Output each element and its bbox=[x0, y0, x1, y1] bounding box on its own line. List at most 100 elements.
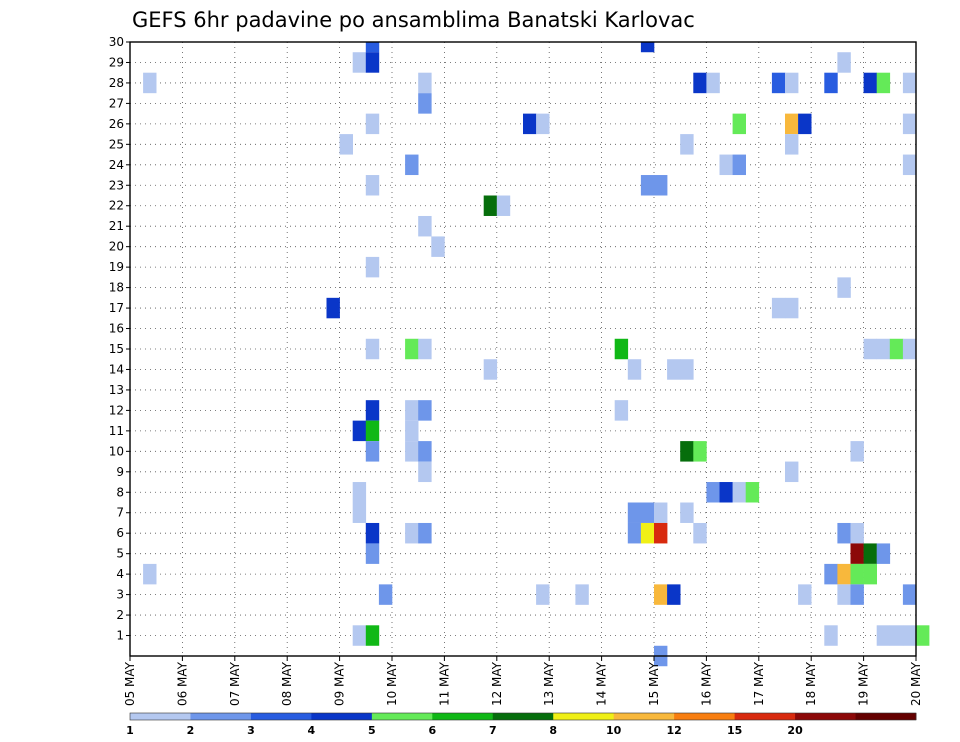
data-cell bbox=[365, 256, 380, 278]
y-axis: 1234567891011121314151617181920212223242… bbox=[109, 35, 130, 643]
data-cell bbox=[876, 338, 891, 360]
data-cell bbox=[850, 441, 864, 462]
colorbar-tick-label: 7 bbox=[489, 724, 497, 737]
data-cell bbox=[798, 113, 812, 135]
data-cells bbox=[143, 42, 930, 667]
data-cell bbox=[785, 297, 799, 319]
data-cell bbox=[496, 195, 511, 216]
x-tick-label: 07 MAY bbox=[228, 661, 242, 706]
data-cell bbox=[365, 420, 380, 442]
colorbar-tick-label: 5 bbox=[368, 724, 376, 737]
data-cell bbox=[916, 625, 930, 646]
data-cell bbox=[627, 522, 642, 544]
data-cell bbox=[365, 52, 380, 73]
colorbar: 1 2 3 4 5 6 7 8 10 12 15 20 bbox=[126, 712, 917, 737]
data-cell bbox=[837, 563, 851, 585]
y-tick-label: 8 bbox=[116, 485, 124, 499]
data-cell bbox=[418, 338, 432, 360]
data-cell bbox=[680, 502, 694, 523]
data-cell bbox=[785, 113, 799, 135]
data-cell bbox=[405, 441, 419, 462]
data-cell bbox=[889, 338, 904, 360]
data-cell bbox=[889, 625, 904, 646]
data-cell bbox=[837, 277, 851, 298]
y-tick-label: 13 bbox=[109, 383, 124, 397]
data-cell bbox=[732, 154, 746, 176]
y-tick-label: 28 bbox=[109, 76, 124, 90]
data-cell bbox=[785, 461, 799, 483]
x-tick-label: 14 MAY bbox=[595, 661, 609, 706]
data-cell bbox=[483, 359, 498, 380]
data-cell bbox=[837, 522, 851, 544]
data-cell bbox=[654, 584, 668, 605]
data-cell bbox=[771, 72, 786, 94]
data-cell bbox=[326, 297, 340, 319]
y-tick-label: 16 bbox=[109, 322, 124, 336]
y-tick-label: 20 bbox=[109, 240, 124, 254]
data-cell bbox=[418, 522, 432, 544]
colorbar-segment bbox=[553, 713, 615, 720]
x-tick-label: 18 MAY bbox=[804, 661, 818, 706]
data-cell bbox=[365, 175, 380, 196]
colorbar-outline bbox=[129, 712, 917, 721]
data-cell bbox=[378, 584, 393, 605]
colorbar-segment bbox=[311, 713, 373, 720]
y-tick-label: 18 bbox=[109, 281, 124, 295]
colorbar-segment bbox=[734, 713, 796, 720]
chart-title: GEFS 6hr padavine po ansamblima Banatski… bbox=[132, 8, 695, 32]
data-cell bbox=[850, 522, 864, 544]
x-tick-label: 17 MAY bbox=[752, 661, 766, 706]
data-cell bbox=[365, 400, 380, 421]
data-cell bbox=[418, 72, 432, 94]
y-tick-label: 7 bbox=[116, 506, 124, 520]
data-cell bbox=[418, 461, 432, 483]
data-cell bbox=[876, 625, 891, 646]
data-cell bbox=[405, 338, 419, 360]
y-tick-label: 14 bbox=[109, 362, 124, 376]
data-cell bbox=[614, 400, 629, 421]
y-tick-label: 25 bbox=[109, 137, 124, 151]
data-cell bbox=[902, 72, 917, 94]
data-cell bbox=[745, 482, 760, 503]
data-cell bbox=[483, 195, 498, 216]
data-cell bbox=[667, 359, 681, 380]
data-cell bbox=[352, 420, 367, 442]
data-cell bbox=[536, 584, 550, 605]
colorbar-segment bbox=[492, 713, 554, 720]
y-tick-label: 15 bbox=[109, 342, 124, 356]
colorbar-tick-label: 12 bbox=[666, 724, 681, 737]
data-cell bbox=[876, 72, 891, 94]
colorbar-tick-label: 20 bbox=[787, 724, 803, 737]
x-tick-label: 15 MAY bbox=[647, 661, 661, 706]
data-cell bbox=[418, 400, 432, 421]
y-tick-label: 27 bbox=[109, 96, 124, 110]
y-tick-label: 10 bbox=[109, 444, 124, 458]
data-cell bbox=[863, 72, 877, 94]
data-cell bbox=[837, 52, 851, 73]
data-cell bbox=[405, 420, 419, 442]
data-cell bbox=[719, 482, 733, 503]
data-cell bbox=[352, 52, 367, 73]
data-cell bbox=[863, 338, 877, 360]
data-cell bbox=[405, 522, 419, 544]
data-cell bbox=[798, 584, 812, 605]
y-tick-label: 24 bbox=[109, 158, 124, 172]
data-cell bbox=[614, 338, 629, 360]
colorbar-tick-label: 2 bbox=[187, 724, 195, 737]
data-cell bbox=[850, 543, 864, 564]
colorbar-segment bbox=[190, 713, 252, 720]
y-tick-label: 26 bbox=[109, 117, 124, 131]
data-cell bbox=[640, 175, 655, 196]
colorbar-segment bbox=[371, 713, 433, 720]
y-tick-label: 17 bbox=[109, 301, 124, 315]
data-cell bbox=[640, 502, 655, 523]
colorbar-tick-label: 1 bbox=[126, 724, 134, 737]
colorbar-segment bbox=[250, 713, 312, 720]
y-tick-label: 29 bbox=[109, 55, 124, 69]
y-tick-label: 30 bbox=[109, 35, 124, 49]
x-tick-label: 06 MAY bbox=[175, 661, 189, 706]
data-cell bbox=[680, 359, 694, 380]
y-tick-label: 21 bbox=[109, 219, 124, 233]
x-tick-label: 08 MAY bbox=[280, 661, 294, 706]
colorbar-tick-label: 3 bbox=[247, 724, 255, 737]
